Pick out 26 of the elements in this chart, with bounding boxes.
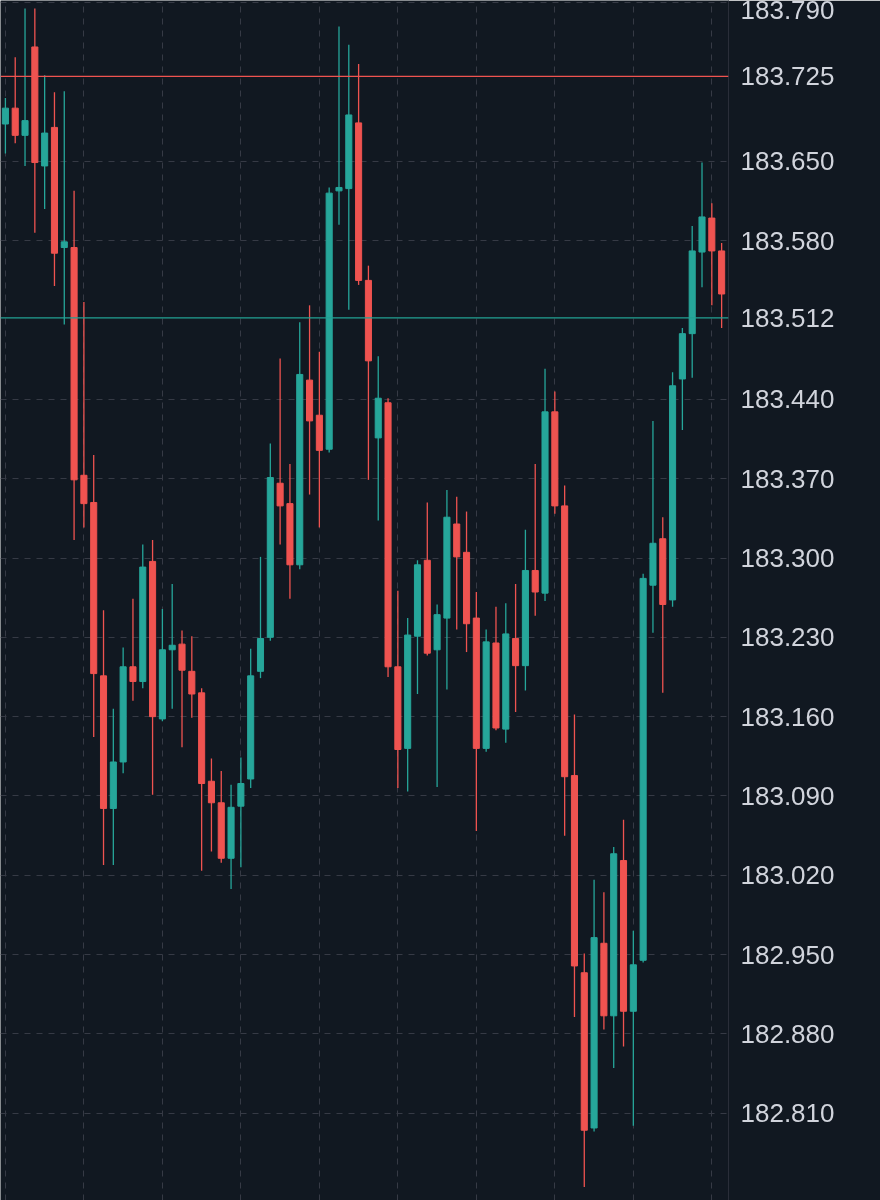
- candlestick: [80, 301, 88, 529]
- y-tick-label: 183.650: [740, 146, 835, 177]
- y-tick-label: 183.160: [740, 701, 835, 732]
- candlestick: [531, 463, 539, 617]
- y-tick-label: 182.810: [740, 1098, 835, 1129]
- candlestick: [1, 97, 9, 155]
- candlestick: [276, 357, 284, 546]
- ref-line-label: 183.512: [740, 302, 835, 333]
- y-tick-label: 182.880: [740, 1018, 835, 1049]
- y-tick-label: 183.580: [740, 225, 835, 256]
- y-tick-label: 183.790: [740, 0, 835, 25]
- y-tick-label: 183.090: [740, 780, 835, 811]
- y-tick-label: 183.370: [740, 463, 835, 494]
- candlestick: [237, 756, 245, 869]
- y-tick-label: 183.440: [740, 384, 835, 415]
- ref-line-label: 183.725: [740, 61, 835, 92]
- y-tick-label: 183.020: [740, 860, 835, 891]
- candlestick: [21, 7, 29, 167]
- candlestick: [335, 25, 343, 226]
- y-tick-label: 183.230: [740, 622, 835, 653]
- y-tick-label: 183.300: [740, 543, 835, 574]
- candlestick: [129, 598, 137, 702]
- candlestick: [207, 757, 215, 853]
- candlestick: [168, 583, 176, 710]
- candlestick: [188, 635, 196, 719]
- y-tick-label: 182.950: [740, 939, 835, 970]
